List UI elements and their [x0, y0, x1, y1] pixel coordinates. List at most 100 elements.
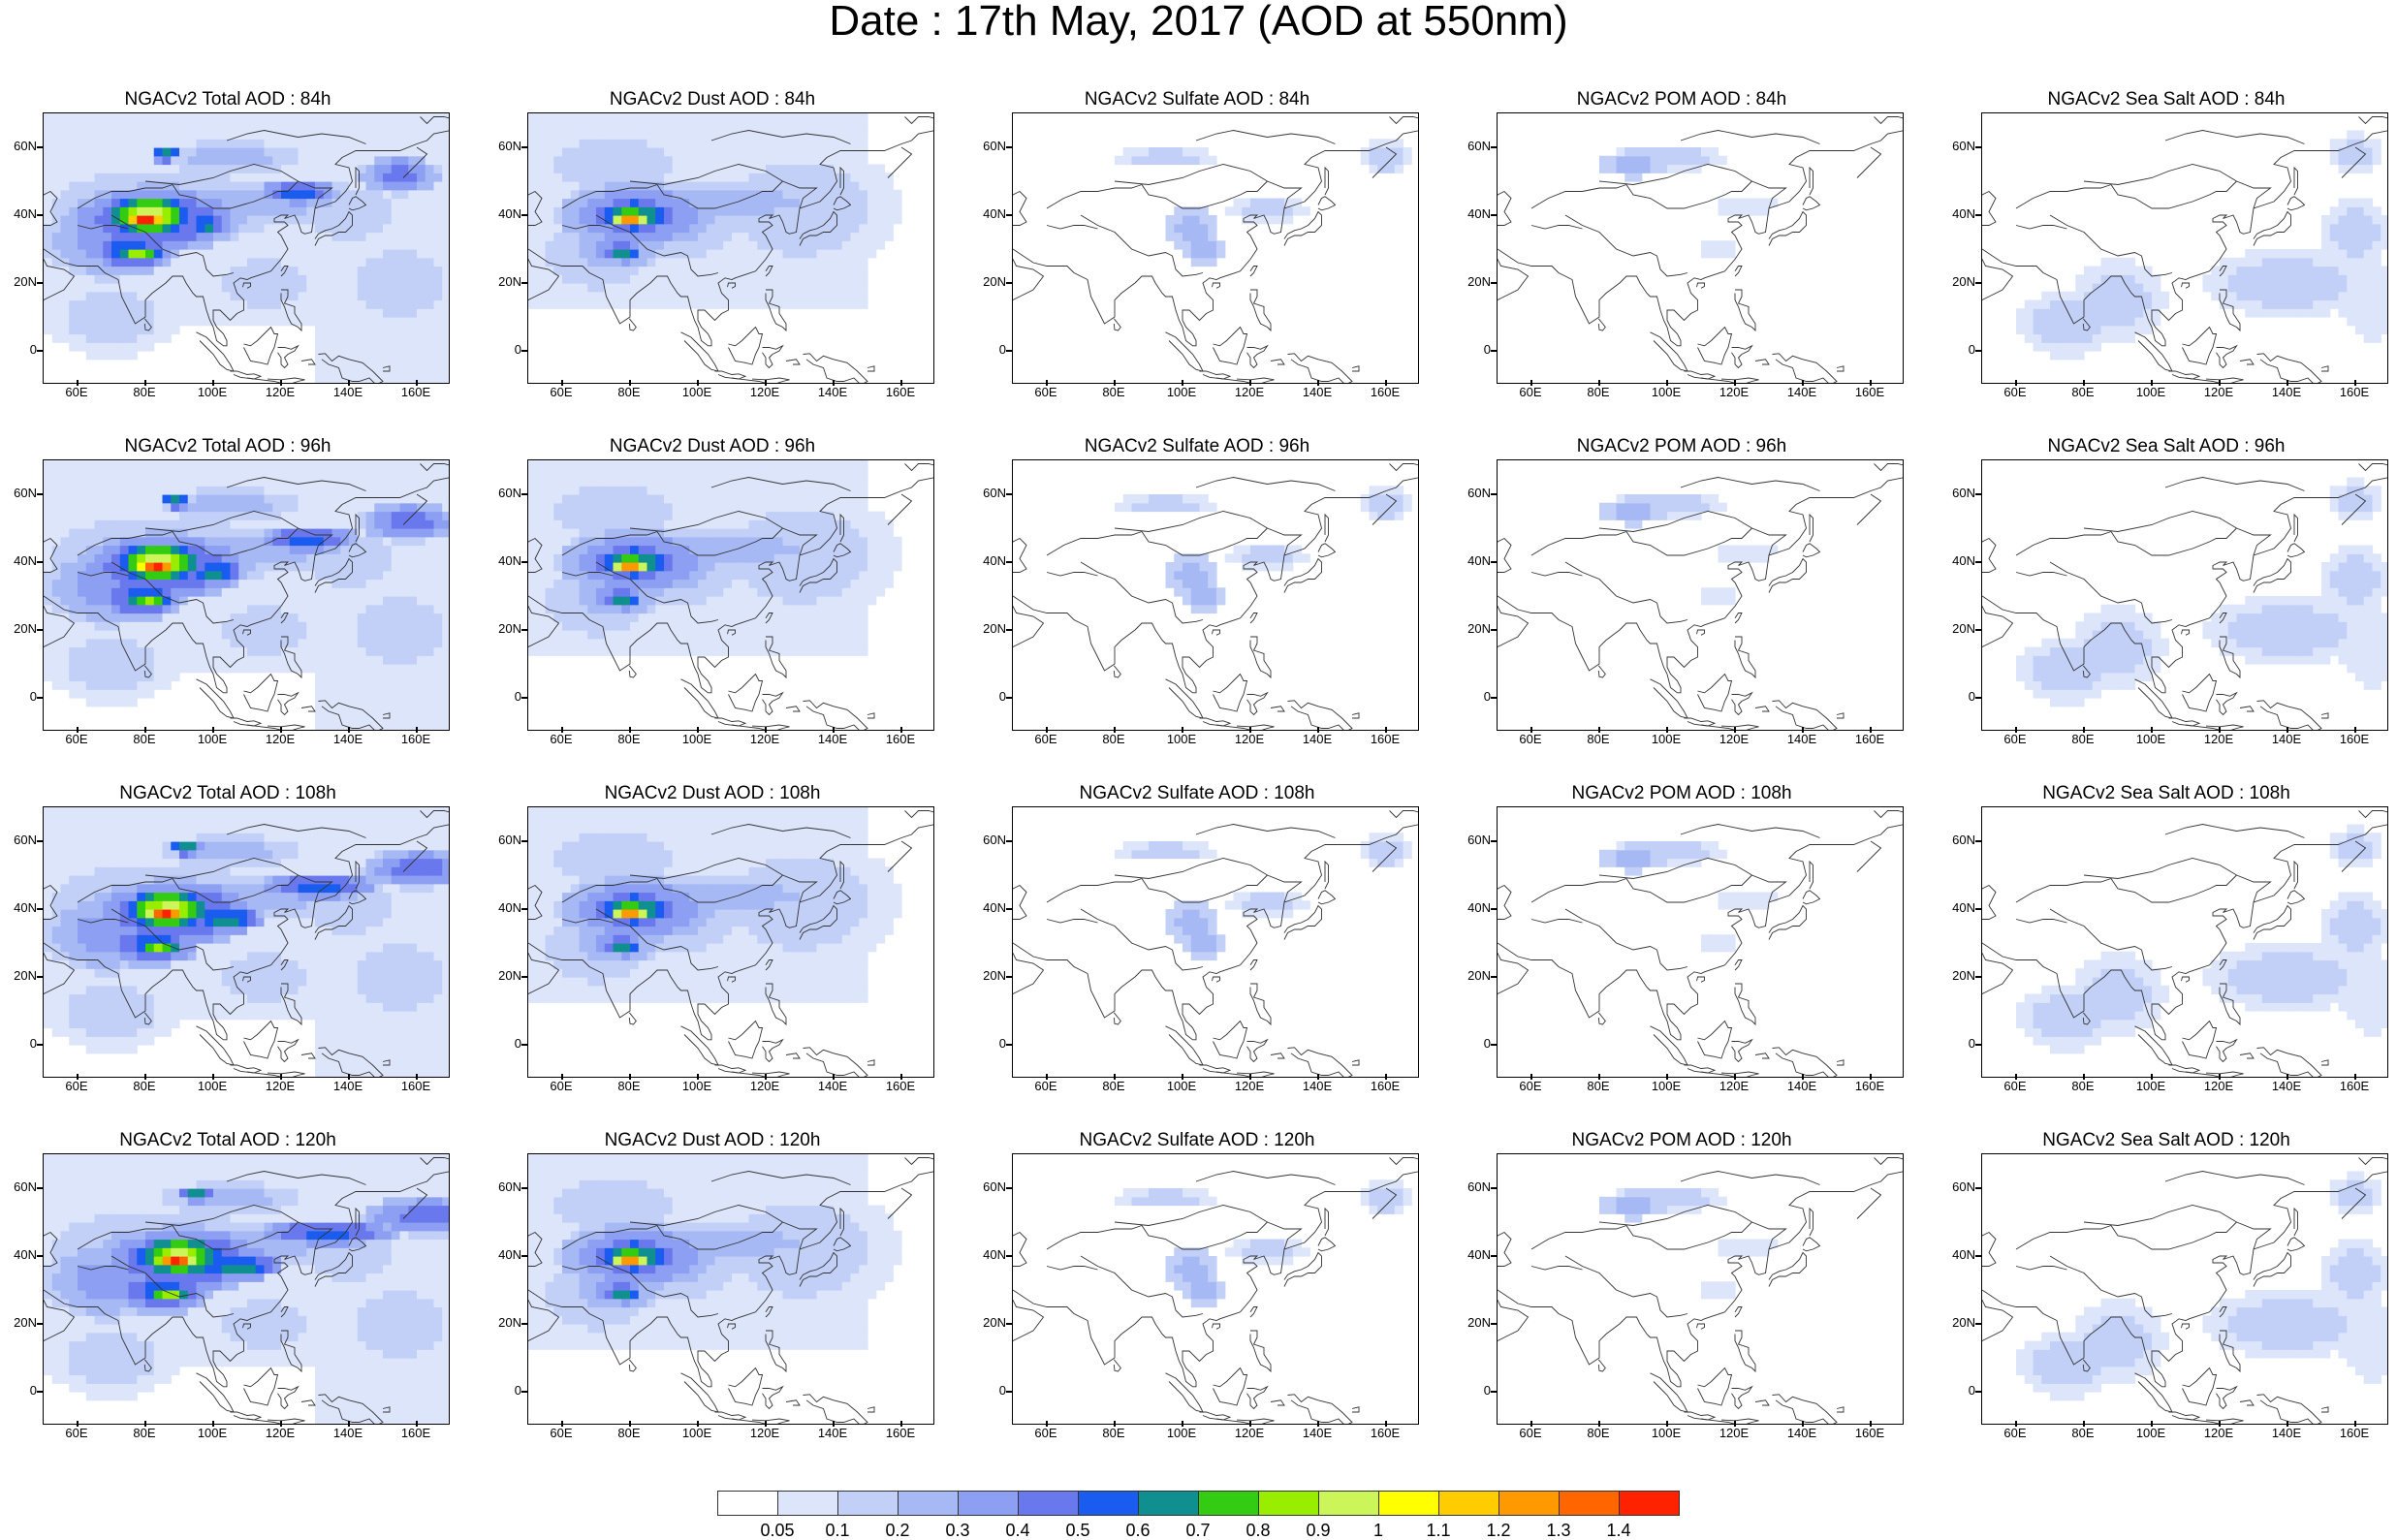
- aod-grid-cell: [706, 139, 716, 148]
- aod-grid-cell: [153, 494, 164, 504]
- aod-grid-cell: [399, 206, 409, 216]
- aod-grid-cell: [647, 189, 656, 200]
- aod-grid-cell: [630, 257, 640, 267]
- aod-grid-cell: [340, 325, 350, 335]
- aod-grid-cell: [357, 333, 367, 343]
- aod-grid-cell: [230, 147, 239, 157]
- aod-grid-cell: [850, 596, 860, 606]
- aod-grid-cell: [655, 621, 665, 631]
- aod-grid-cell: [162, 130, 172, 140]
- aod-grid-cell: [1292, 198, 1303, 207]
- aod-grid-cell: [69, 562, 79, 572]
- aod-grid-cell: [119, 155, 130, 166]
- aod-grid-cell: [706, 596, 716, 606]
- aod-grid-cell: [528, 621, 538, 631]
- aod-grid-cell: [2363, 139, 2374, 148]
- coastline: [420, 463, 449, 472]
- aod-grid-cell: [391, 359, 401, 369]
- aod-grid-cell: [196, 494, 205, 504]
- aod-grid-cell: [69, 579, 79, 588]
- aod-grid-cell: [698, 240, 708, 250]
- aod-grid-cell: [85, 299, 96, 309]
- aod-grid-cell: [2347, 299, 2356, 309]
- aod-grid-cell: [298, 240, 307, 250]
- aod-grid-cell: [2109, 308, 2119, 318]
- aod-grid-cell: [153, 536, 164, 547]
- aod-grid-cell: [264, 181, 273, 191]
- aod-grid-cell: [349, 189, 359, 200]
- longitude-tick-mark: [1734, 380, 1736, 386]
- aod-grid-cell: [137, 198, 146, 207]
- aod-grid-cell: [655, 562, 665, 572]
- aod-grid-cell: [587, 147, 597, 157]
- aod-grid-cell: [196, 604, 205, 614]
- aod-grid-cell: [44, 130, 53, 140]
- aod-grid-cell: [128, 342, 138, 352]
- aod-grid-cell: [119, 672, 130, 682]
- aod-grid-cell: [664, 562, 674, 572]
- coastline: [1351, 365, 1360, 372]
- aod-grid-cell: [111, 173, 121, 182]
- aod-grid-cell: [807, 553, 818, 563]
- aod-grid-cell: [221, 130, 232, 140]
- aod-grid-cell: [867, 198, 877, 207]
- aod-grid-cell: [349, 486, 359, 495]
- aod-grid-cell: [2329, 223, 2340, 234]
- aod-grid-cell: [630, 274, 640, 284]
- aod-grid-cell: [807, 223, 818, 234]
- aod-grid-cell: [417, 359, 426, 369]
- aod-grid-cell: [85, 494, 96, 504]
- aod-grid-cell: [545, 232, 554, 241]
- aod-grid-cell: [740, 249, 750, 259]
- coastline: [2185, 377, 2244, 383]
- aod-grid-cell: [698, 173, 708, 182]
- aod-grid-cell: [357, 536, 367, 547]
- aod-grid-cell: [766, 198, 775, 207]
- aod-grid-cell: [425, 283, 435, 293]
- aod-grid-cell: [365, 630, 375, 640]
- aod-grid-cell: [315, 113, 325, 123]
- aod-grid-cell: [60, 333, 70, 343]
- aod-grid-cell: [128, 155, 138, 166]
- aod-grid-cell: [162, 299, 172, 309]
- aod-grid-cell: [365, 206, 375, 216]
- aod-grid-cell: [672, 130, 682, 140]
- aod-grid-cell: [613, 155, 622, 166]
- aod-grid-cell: [255, 113, 266, 123]
- aod-grid-cell: [349, 587, 359, 597]
- aod-grid-cell: [289, 486, 300, 495]
- aod-grid-cell: [596, 240, 606, 250]
- aod-grid-cell: [331, 189, 341, 200]
- aod-grid-cell: [672, 621, 682, 631]
- aod-grid-cell: [230, 494, 239, 504]
- aod-grid-cell: [357, 655, 367, 665]
- aod-grid-cell: [153, 519, 164, 529]
- aod-grid-cell: [757, 130, 767, 140]
- aod-grid-cell: [349, 206, 359, 216]
- aod-grid-cell: [442, 274, 449, 284]
- aod-grid-cell: [536, 189, 547, 200]
- aod-grid-cell: [596, 181, 606, 191]
- aod-grid-cell: [732, 613, 741, 622]
- aod-grid-cell: [1267, 198, 1277, 207]
- aod-grid-cell: [553, 266, 563, 275]
- aod-grid-cell: [179, 613, 189, 622]
- aod-grid-cell: [723, 113, 733, 123]
- longitude-tick-mark: [765, 380, 767, 386]
- aod-grid-cell: [528, 189, 538, 200]
- longitude-tick-label: 80E: [617, 385, 641, 399]
- longitude-tick-label: 100E: [1651, 385, 1682, 399]
- aod-grid-cell: [357, 698, 367, 707]
- aod-grid-cell: [111, 113, 121, 123]
- aod-grid-cell: [340, 706, 350, 716]
- aod-grid-cell: [425, 460, 435, 470]
- aod-grid-cell: [408, 562, 418, 572]
- aod-grid-cell: [162, 325, 172, 335]
- aod-grid-cell: [187, 630, 198, 640]
- aod-grid-cell: [417, 240, 426, 250]
- aod-grid-cell: [859, 596, 868, 606]
- aod-grid-cell: [672, 604, 682, 614]
- aod-grid-cell: [196, 553, 205, 563]
- aod-grid-cell: [536, 553, 547, 563]
- aod-grid-cell: [349, 672, 359, 682]
